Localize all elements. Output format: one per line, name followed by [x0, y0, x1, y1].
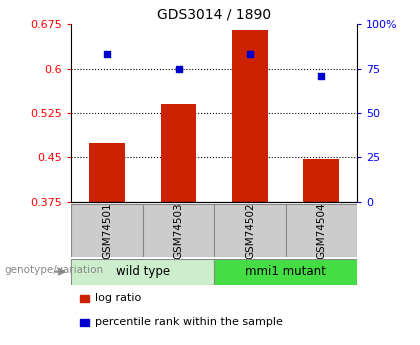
Text: log ratio: log ratio: [95, 293, 142, 303]
Bar: [71, 259, 214, 285]
Text: percentile rank within the sample: percentile rank within the sample: [95, 317, 283, 327]
Bar: [232, 30, 268, 202]
Text: genotype/variation: genotype/variation: [4, 265, 103, 275]
Bar: [214, 259, 357, 285]
Bar: [304, 159, 339, 202]
Bar: [89, 142, 125, 202]
Text: GSM74502: GSM74502: [245, 202, 255, 259]
Point: [104, 52, 110, 57]
Point: [247, 52, 253, 57]
Text: GSM74501: GSM74501: [102, 202, 112, 259]
Text: GSM74504: GSM74504: [316, 202, 326, 259]
Text: mmi1 mutant: mmi1 mutant: [245, 265, 326, 278]
Point: [175, 66, 182, 71]
Bar: [214, 204, 286, 257]
Bar: [286, 204, 357, 257]
Bar: [71, 204, 143, 257]
Point: [318, 73, 325, 78]
Title: GDS3014 / 1890: GDS3014 / 1890: [157, 8, 271, 22]
Bar: [143, 204, 214, 257]
Text: wild type: wild type: [116, 265, 170, 278]
Bar: [161, 104, 197, 202]
Text: GSM74503: GSM74503: [173, 202, 184, 259]
